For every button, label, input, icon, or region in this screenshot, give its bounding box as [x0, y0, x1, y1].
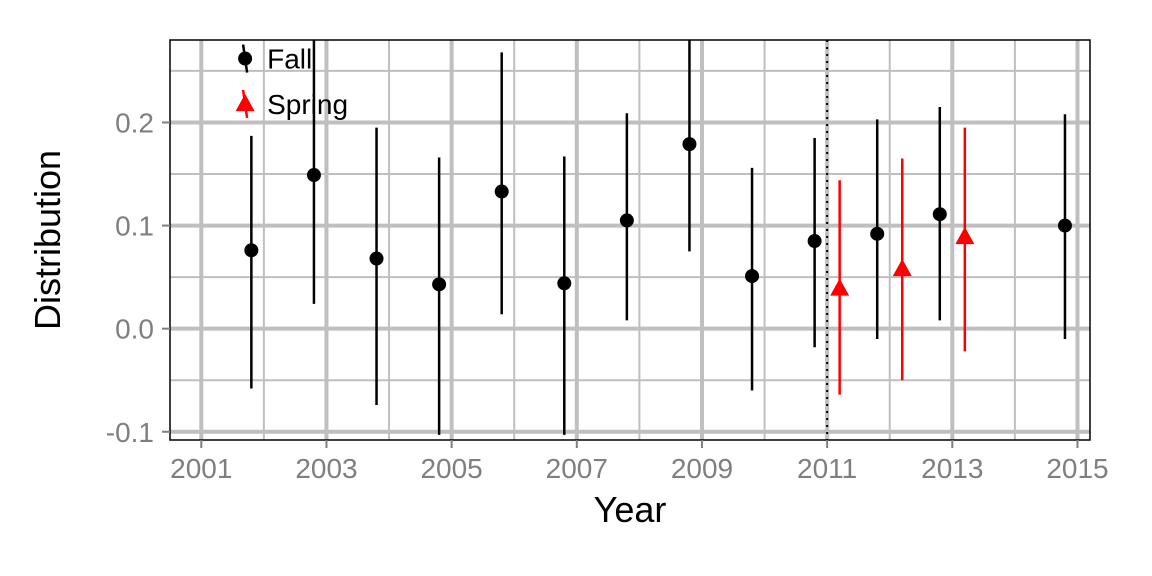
point-marker-circle: [808, 234, 822, 248]
point-marker-circle: [307, 168, 321, 182]
y-axis-title: Distribution: [27, 150, 68, 330]
y-tick-label: 0.0: [115, 314, 154, 345]
point-marker-circle: [620, 213, 634, 227]
legend-label: Spring: [267, 89, 348, 120]
point-marker-circle: [933, 207, 947, 221]
y-tick-label: 0.2: [115, 107, 154, 138]
point-marker-circle: [870, 227, 884, 241]
y-tick-label: -0.1: [106, 417, 154, 448]
point-marker-circle: [238, 52, 252, 66]
x-tick-label: 2001: [170, 453, 232, 484]
x-tick-label: 2009: [671, 453, 733, 484]
x-tick-label: 2011: [797, 453, 857, 484]
point-marker-circle: [495, 185, 509, 199]
x-tick-label: 2003: [295, 453, 357, 484]
x-axis-title: Year: [594, 489, 667, 530]
point-marker-circle: [682, 137, 696, 151]
x-tick-label: 2007: [546, 453, 608, 484]
distribution-chart: 2001 2003 2005 2007 2009 2011 2013 2015 -0.1 0.0 0…: [0, 0, 1152, 576]
y-tick-label: 0.1: [115, 211, 154, 242]
point-marker-circle: [432, 277, 446, 291]
x-tick-label: 2005: [420, 453, 482, 484]
point-marker-circle: [370, 252, 384, 266]
legend-label: Fall: [267, 44, 312, 75]
point-marker-circle: [745, 269, 759, 283]
point-marker-circle: [557, 276, 571, 290]
point-marker-circle: [1058, 219, 1072, 233]
x-tick-label: 2013: [921, 453, 983, 484]
x-tick-label: 2015: [1046, 453, 1108, 484]
point-marker-circle: [244, 243, 258, 257]
chart-stage: 2001 2003 2005 2007 2009 2011 2013 2015 -0.1 0.0 0…: [0, 0, 1152, 576]
